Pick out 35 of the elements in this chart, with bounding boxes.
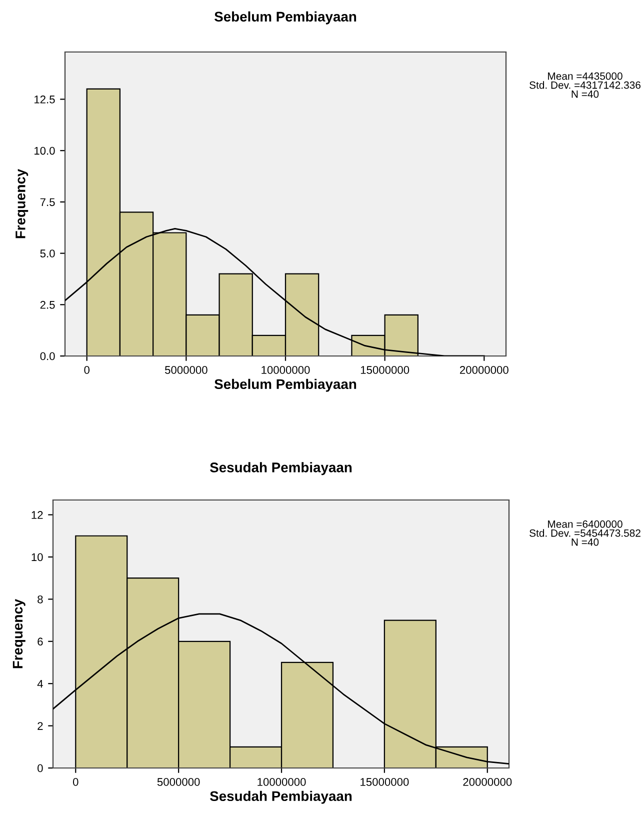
x-tick-label: 10000000 bbox=[258, 778, 306, 786]
chart-title: Sesudah Pembiayaan bbox=[210, 462, 352, 476]
text: Std. Dev. =4317142.336 bbox=[530, 81, 640, 89]
x-tick-label: 5000000 bbox=[164, 366, 208, 374]
y-axis-title: Frequency bbox=[12, 598, 26, 668]
x-tick-label: 15000000 bbox=[360, 778, 409, 786]
y-tick-label: 5.0 bbox=[40, 250, 55, 258]
x-tick-label: 20000000 bbox=[463, 778, 512, 786]
y-tick-label: 8 bbox=[38, 595, 43, 604]
text: Std. Dev. =5454473.582 bbox=[530, 529, 640, 537]
x-tick-label: 0 bbox=[72, 778, 78, 786]
y-tick-label: 6 bbox=[38, 638, 43, 646]
y-tick-label: 0.0 bbox=[40, 352, 55, 360]
x-tick-label: 15000000 bbox=[360, 366, 410, 374]
x-tick-label: 0 bbox=[84, 366, 90, 374]
chart-title: Sebelum Pembiayaan bbox=[214, 11, 356, 24]
y-axis-title: Frequency bbox=[16, 168, 28, 238]
y-tick-label: 7.5 bbox=[40, 198, 55, 206]
y-tick-label: 12 bbox=[32, 511, 43, 519]
y-tick-label: 10.0 bbox=[34, 146, 55, 155]
x-tick-label: 20000000 bbox=[460, 366, 508, 374]
text: N =40 bbox=[572, 538, 599, 546]
y-tick-label: 12.5 bbox=[34, 96, 55, 104]
y-tick-label: 2 bbox=[38, 722, 43, 730]
y-tick-label: 10 bbox=[32, 553, 43, 562]
text: N =40 bbox=[572, 90, 599, 98]
x-axis-title: Sebelum Pembiayaan bbox=[214, 378, 356, 392]
x-tick-label: 10000000 bbox=[262, 366, 310, 374]
y-tick-label: 0 bbox=[38, 764, 43, 772]
x-tick-label: 5000000 bbox=[157, 778, 200, 786]
x-axis-title: Sesudah Pembiayaan bbox=[210, 790, 352, 804]
y-tick-label: 4 bbox=[37, 680, 43, 688]
text: Mean =4435000 bbox=[548, 72, 622, 80]
text: Mean =6400000 bbox=[548, 520, 622, 528]
y-tick-label: 2.5 bbox=[40, 300, 55, 309]
